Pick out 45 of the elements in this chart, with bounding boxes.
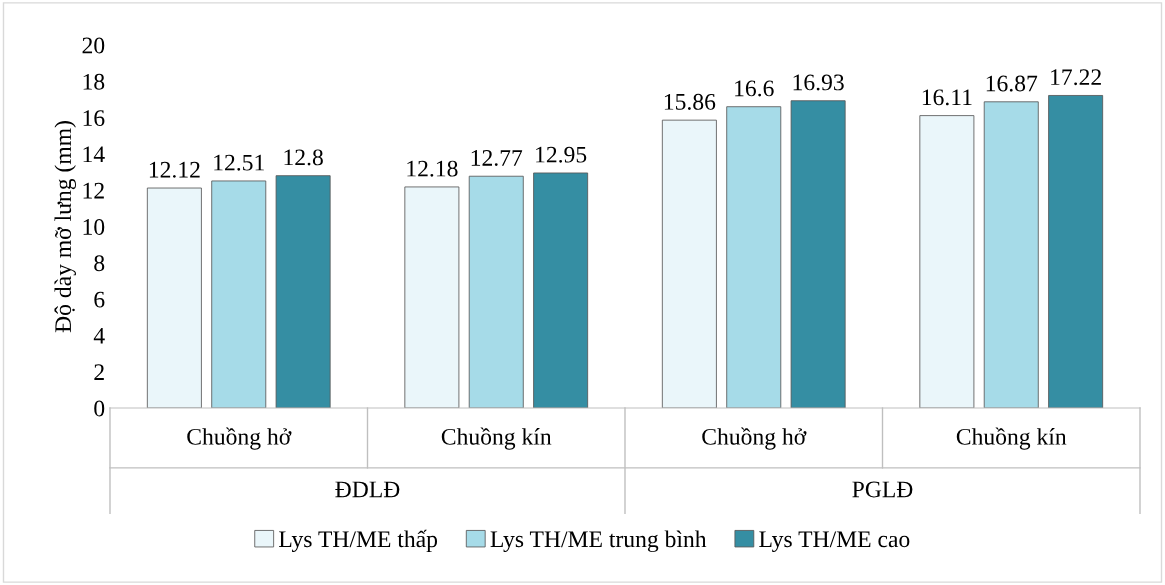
bar	[275, 175, 331, 408]
y-tick-label: 6	[94, 291, 105, 308]
data-label: 12.95	[536, 146, 587, 163]
bar	[1048, 95, 1104, 408]
y-tick-label: 10	[83, 218, 105, 235]
y-axis-title: Độ dày mỡ lưng (mm)	[54, 121, 76, 333]
y-tick-label: 18	[83, 73, 105, 90]
data-label: 16.6	[735, 80, 774, 97]
bar	[211, 180, 267, 408]
data-label: 16.93	[793, 74, 844, 91]
text: PGLĐ	[852, 481, 913, 498]
bar	[404, 186, 460, 408]
y-tick-label: 14	[83, 146, 105, 163]
legend-label: Lys TH/ME thấp	[279, 529, 438, 553]
x-tick-label: Chuồng hở	[187, 427, 292, 450]
legend-label: Lys TH/ME cao	[759, 531, 910, 553]
y-tick-label: 2	[94, 364, 104, 380]
data-label: 16.87	[986, 75, 1038, 92]
data-label: 12.18	[407, 160, 458, 177]
y-tick-label: 16	[83, 110, 105, 127]
text: ĐDLĐ	[335, 481, 400, 498]
x-tick-label: Chuồng kín	[956, 427, 1067, 450]
y-tick-label: 20	[82, 37, 105, 54]
bar	[661, 119, 717, 408]
bar	[790, 100, 846, 408]
bar	[533, 172, 589, 408]
data-label: 15.86	[664, 93, 716, 110]
legend-label: Lys TH/ME trung bình	[490, 530, 707, 553]
y-tick-label: 8	[94, 255, 105, 272]
x-tick-label: Chuồng hở	[702, 427, 807, 450]
bar	[146, 187, 202, 408]
y-tick-label: 12	[83, 182, 104, 199]
data-label: 12.77	[471, 150, 523, 166]
data-label: 12.8	[284, 149, 323, 166]
data-label: 12.51	[214, 154, 264, 171]
y-tick-label: 0	[94, 400, 105, 417]
data-label: 12.12	[149, 161, 200, 178]
bar	[919, 115, 975, 408]
bar	[983, 101, 1039, 408]
data-label: 17.22	[1051, 69, 1101, 86]
bar	[726, 106, 782, 408]
data-label: 16.11	[922, 89, 972, 106]
bar	[468, 175, 524, 408]
x-tick-label: Chuồng kín	[441, 427, 552, 450]
y-tick-label: 4	[93, 328, 105, 344]
